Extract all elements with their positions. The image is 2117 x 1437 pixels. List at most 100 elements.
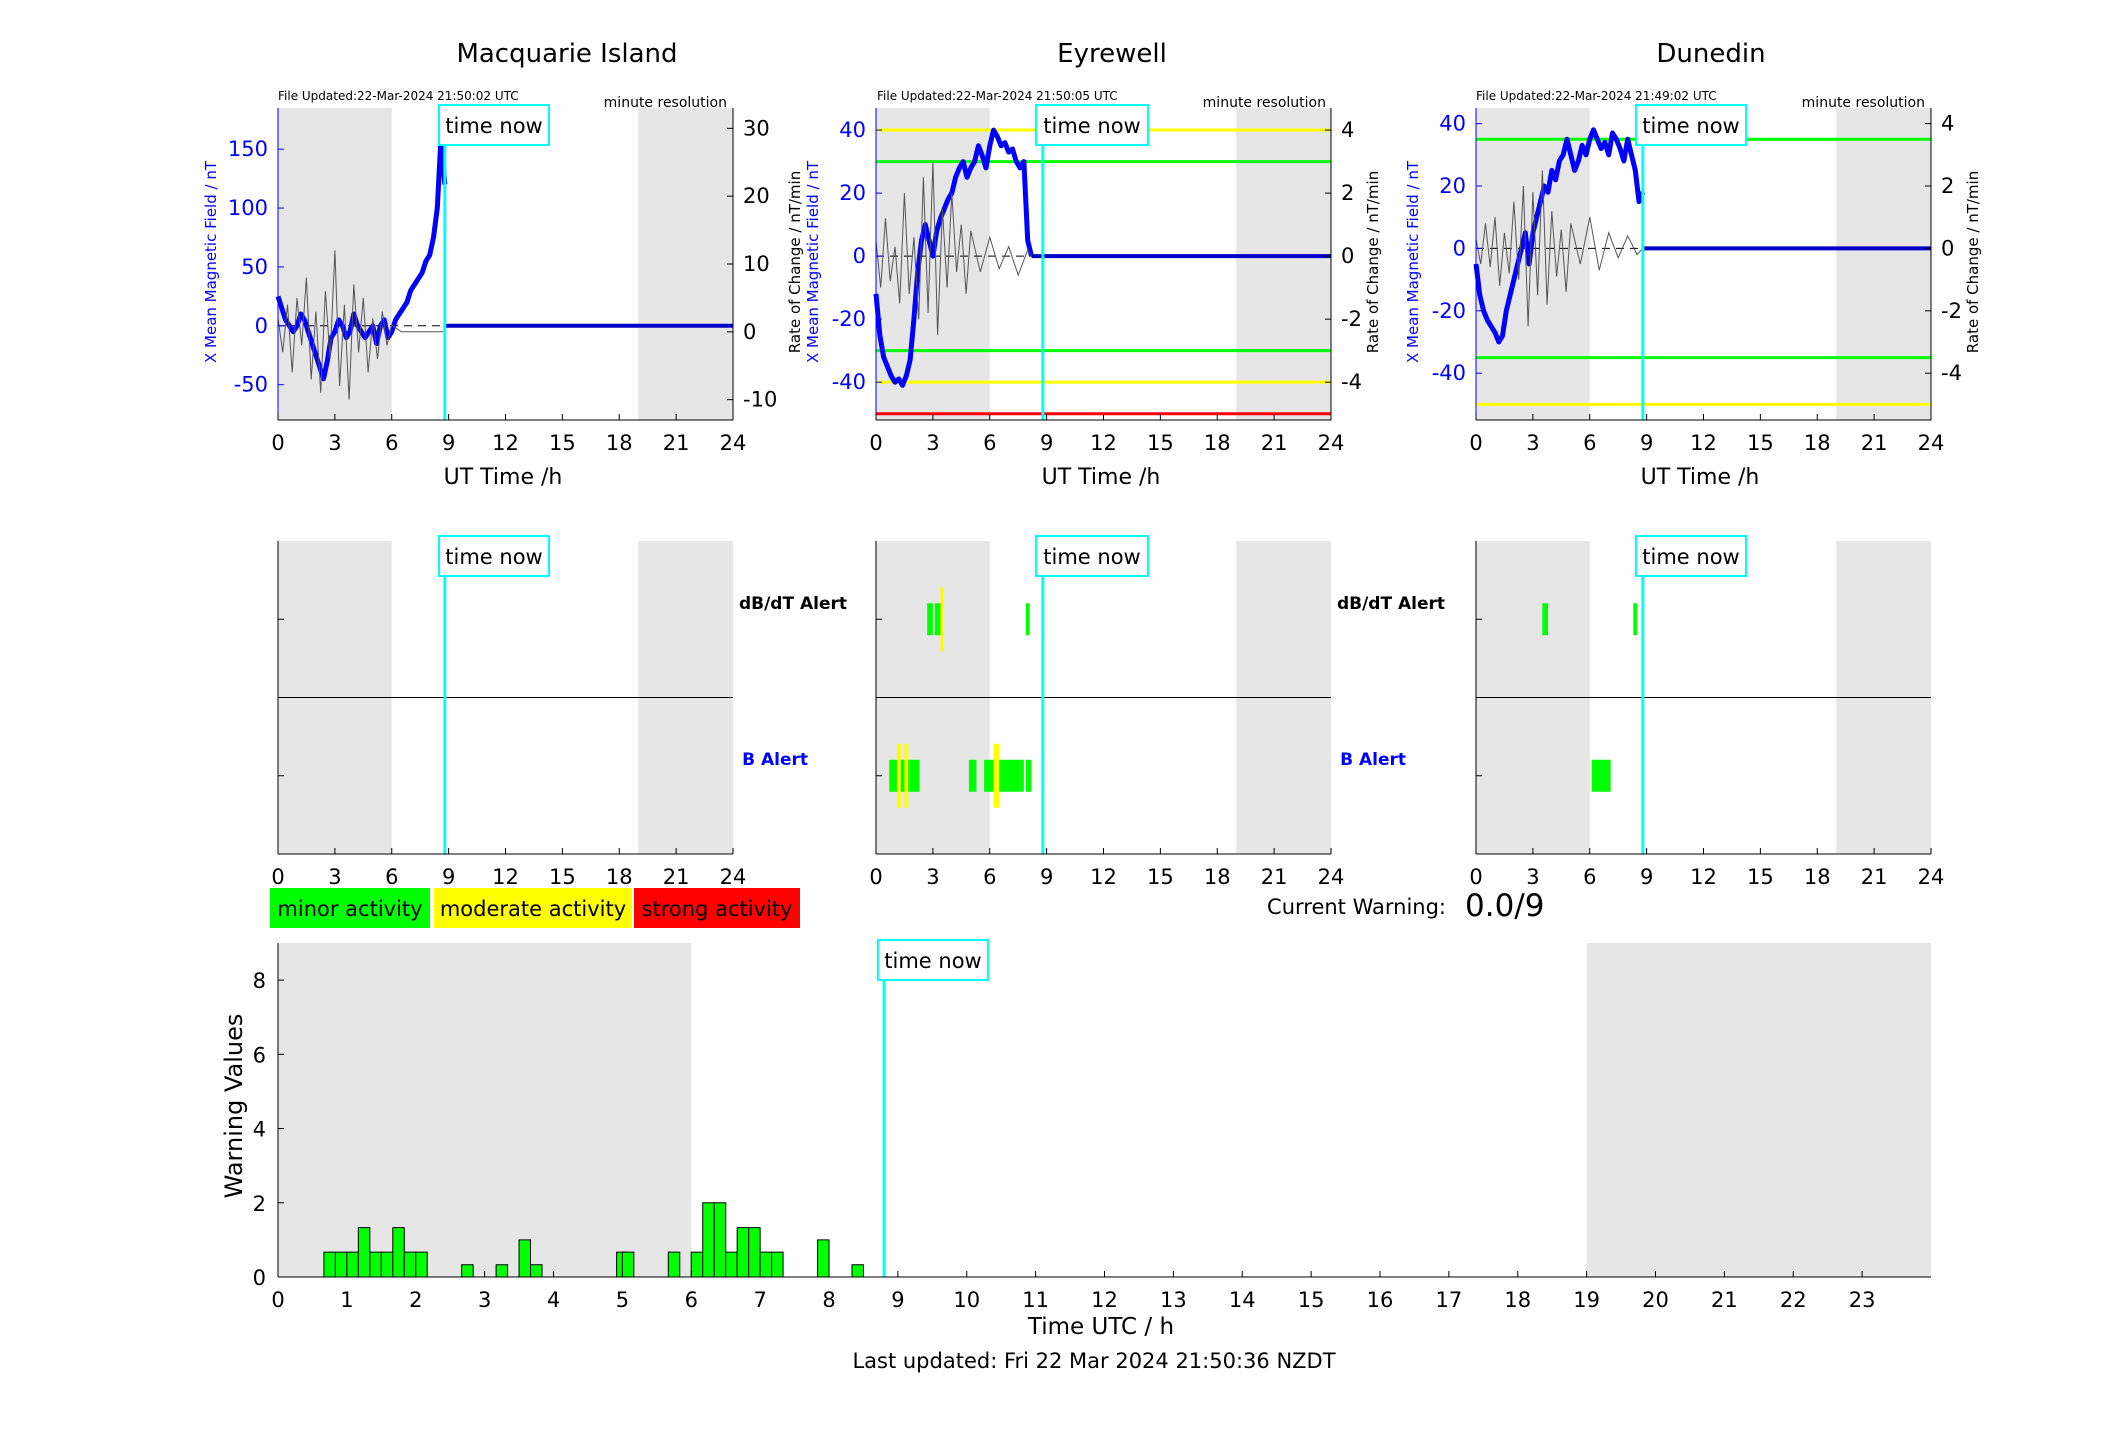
x-tick-label: 12 [1690,865,1717,889]
x-tick-label: 11 [1022,1288,1049,1312]
x-tick-label: 6 [685,1288,698,1312]
x-tick-label: 15 [549,865,576,889]
svg-text:time now: time now [884,949,981,973]
x-tick-label: 6 [983,431,996,455]
x-tick-label: 15 [549,431,576,455]
warning-bar [725,1251,738,1278]
night-shading [278,943,692,1277]
x-tick-label: 15 [1298,1288,1325,1312]
time-now-label: time now [1035,104,1149,146]
alert-panel-eyrewell: dB/dT Alert B Alert time now 0 3 6 9 12 15 18 2… [869,535,1445,889]
station-panel-macquarie: Macquarie Island File Updated:22-Mar-202… [202,39,804,490]
x-tick-label: 15 [1747,431,1774,455]
dbdt-alert-bar [1025,603,1030,636]
x-tick-label: 9 [442,865,455,889]
x-tick-label: 3 [328,431,341,455]
b-alert-bar [968,759,977,792]
file-updated-label: File Updated:22-Mar-2024 21:50:05 UTC [877,89,1118,103]
b-alert-bar [904,743,909,808]
y-tick-label: 4 [253,1118,266,1142]
y-axis-label-left: X Mean Magnetic Field / nT [1404,160,1422,363]
legend-swatch-moderate [434,888,632,928]
x-tick-label: 21 [663,431,690,455]
warning-bar [518,1239,532,1278]
x-tick-label: 3 [1526,431,1539,455]
warning-bar [346,1251,359,1278]
y-axis-label-right: Rate of Change / nT/min [786,171,804,353]
x-tick-label: 24 [1318,431,1345,455]
y-tick-label-right: 2 [1341,181,1354,205]
y-tick-label-right: 4 [1941,112,1954,136]
x-tick-label: 0 [1469,865,1482,889]
b-alert-bar [1591,759,1611,792]
warning-plot-area [277,943,1931,1278]
station-title: Dunedin [1656,39,1765,69]
x-tick-label: 12 [1090,431,1117,455]
x-tick-label: 4 [547,1288,560,1312]
legend-swatch-strong [634,888,800,928]
x-tick-label: 24 [1918,865,1945,889]
warning-bar [759,1251,773,1278]
magnetic-field-line [275,134,448,382]
x-tick-label: 1 [340,1288,353,1312]
x-tick-label: 17 [1436,1288,1463,1312]
night-shading [638,108,733,420]
x-tick-label: 12 [1690,431,1717,455]
night-shading [1586,943,1931,1277]
x-tick-label: 22 [1780,1288,1807,1312]
x-tick-label: 9 [1640,431,1653,455]
dbdt-alert-bar [934,603,943,636]
time-now-label: time now [1635,535,1747,577]
x-tick-label: 12 [492,431,519,455]
warning-bar [334,1251,348,1278]
x-tick-label: 3 [328,865,341,889]
svg-text:time now: time now [445,114,542,138]
station-title: Macquarie Island [456,39,677,69]
x-tick-label: 3 [926,431,939,455]
magnetic-field-line [873,127,1034,388]
x-tick-label: 9 [1040,865,1053,889]
y-tick-label-left: 0 [255,314,268,338]
legend-label-moderate: moderate activity [440,897,626,921]
y-tick-label-right: -2 [1341,307,1362,331]
warning-bar [667,1251,681,1278]
x-tick-label: 5 [616,1288,629,1312]
x-tick-label: 16 [1367,1288,1394,1312]
night-shading [1236,108,1331,420]
warning-bar [748,1227,761,1278]
warning-bar [415,1251,428,1278]
alert-plot-area [1475,541,1932,855]
y-axis-label-right: Rate of Change / nT/min [1364,171,1382,353]
station-panel-dunedin: Dunedin File Updated:22-Mar-2024 21:49:0… [1404,39,1982,490]
x-tick-label: 13 [1160,1288,1187,1312]
y-tick-label-right: 0 [1341,244,1354,268]
y-tick-label-left: 20 [839,181,866,205]
x-tick-label: 9 [1040,431,1053,455]
x-tick-label: 3 [478,1288,491,1312]
time-now-label: time now [438,104,550,146]
x-tick-label: 18 [1204,431,1231,455]
warning-bar [621,1251,635,1278]
file-updated-label: File Updated:22-Mar-2024 21:50:02 UTC [278,89,519,103]
x-tick-label: 18 [1804,865,1831,889]
x-tick-label: 24 [1318,865,1345,889]
x-tick-label: 10 [953,1288,980,1312]
warning-bar [530,1264,543,1278]
y-tick-label: 6 [253,1043,266,1067]
y-tick-label-right: -4 [1941,361,1962,385]
b-alert-label: B Alert [1340,750,1406,770]
legend-swatch-minor [270,888,430,928]
alert-plot-area [875,541,1332,855]
y-tick-label-left: 0 [853,244,866,268]
x-tick-label: 21 [1861,865,1888,889]
x-tick-label: 2 [409,1288,422,1312]
alert-panel-macquarie: dB/dT Alert B Alert time now 0 3 6 9 12 15 18 2… [271,535,847,889]
b-alert-bar [896,743,901,808]
y-axis-label: Warning Values [220,1014,248,1199]
y-tick-label-right: 10 [743,252,770,276]
time-now-label: time now [1035,535,1149,577]
resolution-label: minute resolution [1203,95,1326,111]
warning-bar [392,1227,405,1278]
y-tick-label-right: 20 [743,184,770,208]
y-tick-label-left: 20 [1439,174,1466,198]
